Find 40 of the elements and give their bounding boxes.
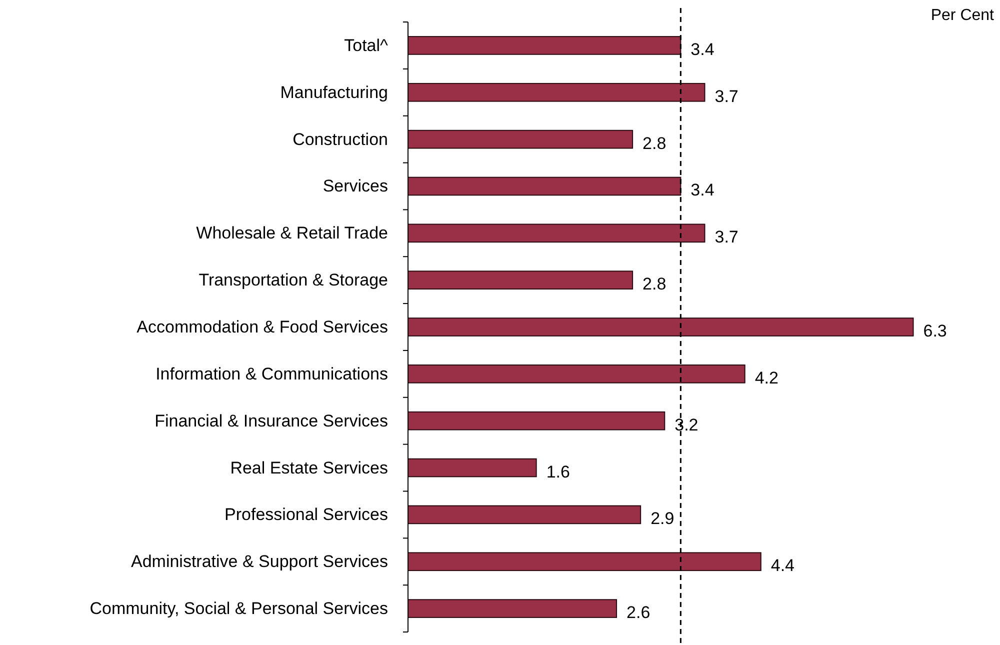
bar [408,224,706,243]
bar [408,270,634,290]
y-tick-label: Community, Social & Personal Services [90,599,388,618]
bar [408,411,666,430]
bar [408,505,642,524]
y-tick-label: Transportation & Storage [198,270,388,290]
bar [408,599,618,618]
data-label: 4.4 [770,556,795,576]
y-tick-label: Total^ [344,36,388,55]
bar [408,130,634,149]
y-tick-label: Manufacturing [280,82,388,102]
bar [408,82,706,102]
data-label: 3.4 [690,40,714,59]
data-label: 4.2 [754,368,778,388]
y-tick-label: Real Estate Services [230,458,388,478]
y-tick-label: Services [322,176,388,196]
data-label: 2.9 [650,509,674,528]
bar [408,364,746,384]
data-label: 1.6 [546,462,570,482]
data-label: 6.3 [923,322,947,340]
y-tick-label: Wholesale & Retail Trade [196,224,388,243]
data-label: 3.7 [714,86,738,106]
bar [408,36,682,55]
data-label: 3.4 [690,180,714,200]
data-label: 2.8 [642,274,666,294]
y-tick-label: Construction [292,130,388,149]
data-label: 3.2 [674,415,698,434]
y-tick-label: Financial & Insurance Services [154,411,388,430]
data-label: 2.6 [626,603,650,622]
x-axis-title: Per Cent [930,7,995,24]
bar [408,458,537,478]
y-tick-label: Accommodation & Food Services [136,318,388,336]
y-tick-label: Administrative & Support Services [131,552,388,572]
data-label: 3.7 [714,228,738,247]
bar [408,176,682,196]
y-tick-label: Information & Communications [156,364,388,384]
bar [408,552,762,572]
bar [408,318,914,336]
data-label: 2.8 [642,134,666,153]
y-tick-label: Professional Services [224,505,388,524]
